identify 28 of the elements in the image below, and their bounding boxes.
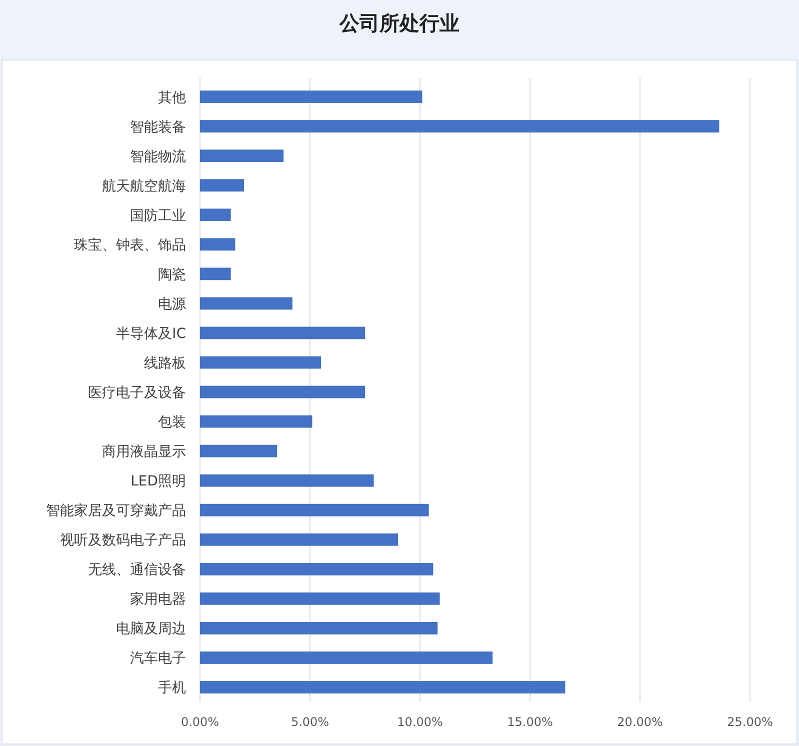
x-tick-label: 0.00% [180, 715, 220, 729]
y-tick-label: 视听及数码电子产品 [60, 532, 186, 549]
y-tick-label: 汽车电子 [130, 650, 186, 667]
y-tick-label: 国防工业 [130, 208, 186, 224]
y-tick-label: 家用电器 [130, 592, 186, 608]
x-tick-label: 25.00% [727, 715, 773, 729]
y-tick-label: 无线、通信设备 [88, 562, 186, 578]
y-tick-label: 陶瓷 [158, 266, 186, 283]
y-tick-label: LED照明 [130, 474, 186, 490]
y-tick-label: 包装 [158, 414, 186, 431]
y-tick-label: 其他 [158, 90, 186, 106]
x-tick-label: 10.00% [397, 715, 443, 729]
y-tick-label: 智能物流 [130, 148, 186, 165]
y-tick-label: 半导体及IC [116, 326, 186, 342]
y-tick-label: 线路板 [144, 355, 186, 372]
x-tick-label: 5.00% [290, 715, 330, 729]
y-tick-label: 医疗电子及设备 [88, 385, 186, 401]
y-tick-label: 电脑及周边 [116, 621, 186, 638]
y-tick-label: 电源 [158, 296, 186, 312]
y-tick-label: 航天航空航海 [102, 178, 186, 194]
x-tick-label: 20.00% [617, 715, 663, 729]
title: 公司所处行业 [340, 11, 460, 35]
y-tick-label: 手机 [158, 680, 186, 696]
y-tick-label: 珠宝、钟表、饰品 [74, 237, 186, 254]
y-tick-label: 商用液晶显示 [102, 444, 186, 460]
x-tick-label: 15.00% [507, 715, 553, 729]
y-tick-label: 智能家居及可穿戴产品 [46, 503, 186, 520]
y-tick-label: 智能装备 [130, 119, 186, 136]
